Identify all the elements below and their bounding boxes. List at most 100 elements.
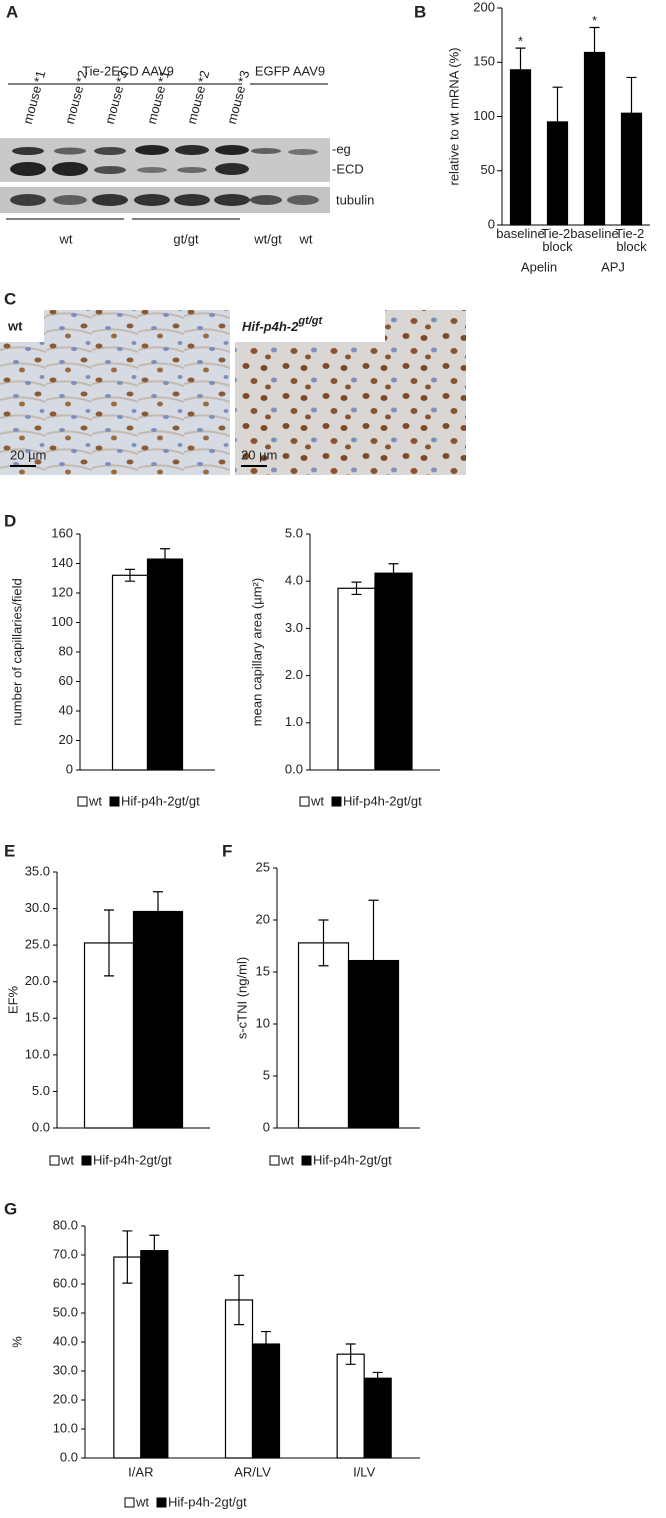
y-tick-label: 40.0 bbox=[53, 1333, 78, 1348]
genotype-label: wt bbox=[59, 231, 73, 246]
x-tick-label: baseline bbox=[496, 226, 544, 241]
y-tick-label: 60 bbox=[59, 673, 73, 688]
x-tick-line: Tie-2 bbox=[615, 226, 648, 241]
y-tick-label: 100 bbox=[51, 614, 73, 629]
legend-label: wt bbox=[60, 1152, 74, 1167]
bar-chart: 0.0 5.0 10.0 15.0 20.0 25.0 30.0 35.0 EF% wt Hif-p… bbox=[5, 863, 210, 1167]
y-tick-label: 200 bbox=[473, 0, 495, 14]
y-tick-label: 20.0 bbox=[53, 1391, 78, 1406]
bar bbox=[509, 69, 532, 226]
bar bbox=[337, 587, 376, 771]
legend-swatch bbox=[124, 1497, 135, 1508]
legend-label: Hif-p4h-2gt/gt bbox=[168, 1494, 247, 1509]
error-bar bbox=[388, 563, 399, 584]
error-bar bbox=[351, 581, 362, 596]
y-tick-label: 50 bbox=[481, 162, 495, 177]
y-tick-label: 5.0 bbox=[285, 525, 303, 540]
legend-swatch bbox=[77, 796, 88, 807]
bar bbox=[132, 910, 184, 1129]
panel-label: G bbox=[4, 1199, 17, 1218]
error-bar bbox=[104, 909, 114, 977]
y-tick-label: 20 bbox=[256, 911, 270, 926]
y-tick-label: 60.0 bbox=[53, 1275, 78, 1290]
group-label: APJ bbox=[601, 259, 625, 274]
error-bar bbox=[345, 1343, 356, 1365]
y-tick-label: 0.0 bbox=[60, 1449, 78, 1464]
bar bbox=[374, 572, 413, 771]
panel-label: C bbox=[4, 289, 16, 308]
y-tick-label: 15 bbox=[256, 963, 270, 978]
micrograph-label: Hif-p4h-2gt/gt bbox=[242, 315, 324, 335]
bar-chart: 0.0 10.0 20.0 30.0 40.0 50.0 60.0 70.0 80.0% I/AR… bbox=[9, 1217, 420, 1509]
error-bar bbox=[368, 899, 379, 1022]
genotype-label: wt/gt bbox=[253, 231, 282, 246]
panel-label: D bbox=[4, 511, 16, 530]
bar-chart: 0 20 40 60 80 100 120 140 160 number of capillari… bbox=[9, 525, 215, 808]
error-bar bbox=[149, 1234, 160, 1267]
legend-label: wt bbox=[135, 1494, 149, 1509]
micrograph-label: wt bbox=[7, 318, 23, 333]
x-tick-label: Tie-2 block bbox=[541, 226, 574, 254]
legend-label: Hif-p4h-2gt/gt bbox=[343, 793, 422, 808]
y-tick-label: 0 bbox=[263, 1119, 270, 1134]
y-tick-label: 140 bbox=[51, 555, 73, 570]
lane-label: mouse *2 bbox=[62, 69, 91, 126]
y-tick-label: 0.0 bbox=[285, 761, 303, 776]
y-tick-label: 30.0 bbox=[25, 900, 50, 915]
scale-label: 20 µm bbox=[241, 447, 277, 462]
y-axis-label: mean capillary area (µm²) bbox=[249, 578, 264, 726]
legend-swatch bbox=[331, 796, 342, 807]
x-tick-line: block bbox=[616, 239, 647, 254]
legend-swatch bbox=[109, 796, 120, 807]
legend-label: Hif-p4h-2gt/gt bbox=[93, 1152, 172, 1167]
error-bar bbox=[153, 891, 163, 932]
significance: * bbox=[592, 13, 597, 28]
x-tick-label: I/AR bbox=[128, 1464, 153, 1479]
error-bar bbox=[515, 47, 526, 93]
y-tick-label: 2.0 bbox=[285, 667, 303, 682]
lane-label: mouse *3 bbox=[224, 69, 253, 126]
x-tick-line: Tie-2 bbox=[541, 226, 574, 241]
y-tick-label: 100 bbox=[473, 108, 495, 123]
legend-swatch bbox=[301, 1155, 312, 1166]
x-tick-label: AR/LV bbox=[234, 1464, 271, 1479]
x-tick-label: baseline bbox=[570, 226, 618, 241]
legend-swatch bbox=[269, 1155, 280, 1166]
y-tick-label: 50.0 bbox=[53, 1304, 78, 1319]
y-tick-label: 0 bbox=[488, 216, 495, 231]
micrographs: wt Hif-p4h-2gt/gt 20 µm 20 µm bbox=[0, 310, 466, 475]
y-tick-label: 1.0 bbox=[285, 714, 303, 729]
y-tick-label: 120 bbox=[51, 584, 73, 599]
bar bbox=[363, 1377, 392, 1459]
bar bbox=[251, 1343, 281, 1459]
y-tick-label: 0.0 bbox=[32, 1119, 50, 1134]
error-bar bbox=[122, 1230, 133, 1284]
y-axis-label: number of capillaries/field bbox=[9, 578, 24, 725]
lane-label: mouse *2 bbox=[184, 69, 213, 126]
y-tick-label: 15.0 bbox=[25, 1010, 50, 1025]
panel-label: B bbox=[414, 2, 426, 21]
y-tick-label: 70.0 bbox=[53, 1246, 78, 1261]
bar-chart: 0.0 1.0 2.0 3.0 4.0 5.0 mean capillary area (µ… bbox=[249, 525, 440, 808]
x-tick-label: Tie-2 block bbox=[615, 226, 648, 254]
legend-label: Hif-p4h-2gt/gt bbox=[313, 1152, 392, 1167]
y-tick-label: 10.0 bbox=[25, 1046, 50, 1061]
error-bar bbox=[318, 919, 329, 967]
legend-swatch bbox=[49, 1155, 60, 1166]
legend-label: wt bbox=[280, 1152, 294, 1167]
label-box bbox=[235, 310, 385, 342]
x-tick-line: block bbox=[542, 239, 573, 254]
y-tick-label: 25.0 bbox=[25, 937, 50, 952]
bar-chart: 0 5 10 15 20 25 s-cTNI (ng/ml) wt Hif-p4h-2gt/gt bbox=[234, 859, 420, 1167]
error-bar bbox=[160, 548, 170, 570]
legend-label: wt bbox=[88, 793, 102, 808]
panel-label: F bbox=[222, 841, 232, 860]
bar-chart: 0 50 100 150 200 relative to wt mRNA (%) * base… bbox=[446, 0, 650, 274]
y-tick-label: 25 bbox=[256, 859, 270, 874]
band-label: -ECD bbox=[332, 161, 364, 176]
bar bbox=[140, 1250, 169, 1459]
y-axis-label: s-cTNI (ng/ml) bbox=[234, 957, 249, 1039]
legend-swatch bbox=[81, 1155, 92, 1166]
band-label: tubulin bbox=[336, 192, 374, 207]
